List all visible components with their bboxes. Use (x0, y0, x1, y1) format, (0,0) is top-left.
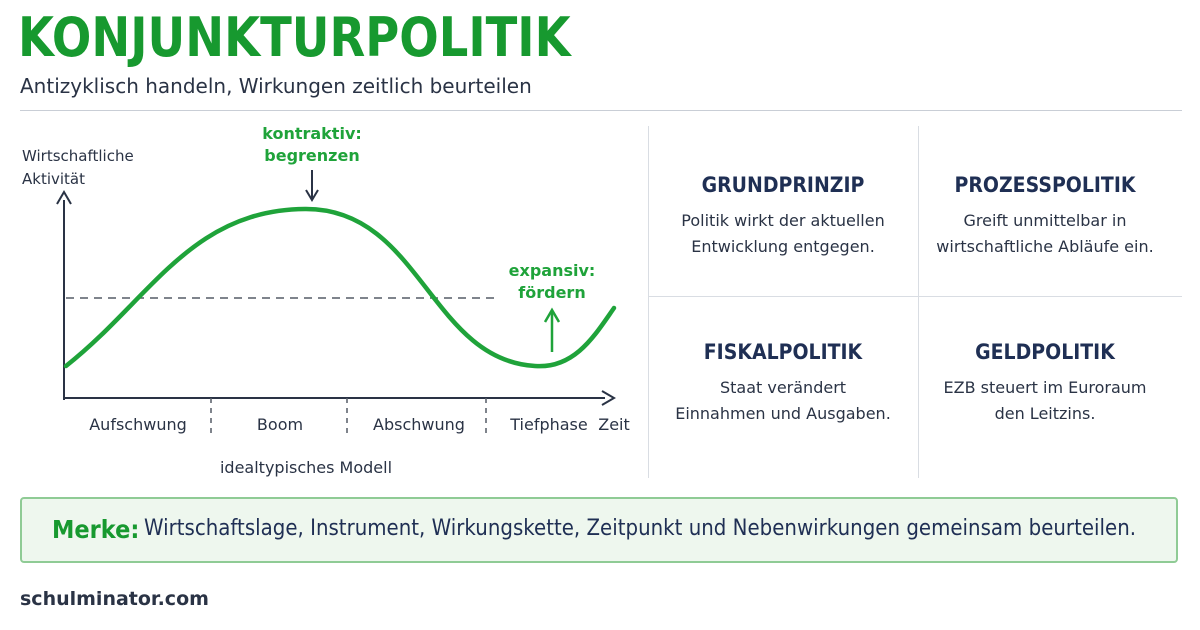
trough-arrowhead-icon (543, 307, 561, 323)
trough-annotation-line1: expansiv: (509, 261, 596, 280)
footer-site: schulminator.com (20, 588, 209, 610)
business-cycle-diagram: Wirtschaftliche Aktivität Aufschwung Boo… (22, 124, 630, 477)
card-text-line: Entwicklung entgegen. (691, 237, 875, 256)
card-text-line: Einnahmen und Ausgaben. (675, 404, 891, 423)
y-axis-label-line2: Aktivität (22, 170, 85, 188)
card-text: EZB steuert im Euroraum den Leitzins. (910, 375, 1180, 427)
x-axis-arrow-icon (601, 390, 616, 406)
merke-text: Wirtschaftslage, Instrument, Wirkungsket… (144, 516, 1137, 541)
page-subtitle: Antizyklisch handeln, Wirkungen zeitlich… (20, 74, 532, 98)
grid-divider-horizontal (648, 296, 1182, 297)
card-grundprinzip: GRUNDPRINZIP Politik wirkt der aktuellen… (648, 172, 918, 260)
merke-label: Merke: (52, 515, 140, 544)
card-text: Greift unmittelbar in wirtschaftliche Ab… (910, 208, 1180, 260)
card-title: GRUNDPRINZIP (701, 173, 865, 197)
card-text-line: Politik wirkt der aktuellen (681, 211, 885, 230)
card-text: Politik wirkt der aktuellen Entwicklung … (648, 208, 918, 260)
peak-arrowhead-icon (305, 189, 319, 202)
phase-label-abschwung: Abschwung (373, 415, 465, 434)
trough-annotation-line2: fördern (518, 283, 585, 302)
card-text-line: EZB steuert im Euroraum (943, 378, 1147, 397)
phase-label-boom: Boom (257, 415, 303, 434)
card-text-line: wirtschaftliche Abläufe ein. (936, 237, 1154, 256)
header-divider (20, 110, 1182, 111)
grid-divider-left (648, 126, 649, 478)
y-axis-label-line1: Wirtschaftliche (22, 147, 134, 165)
page-title: KONJUNKTURPOLITIK (18, 6, 571, 69)
y-axis-arrow-icon (56, 190, 72, 205)
card-geldpolitik: GELDPOLITIK EZB steuert im Euroraum den … (910, 339, 1180, 427)
phase-label-tiefphase: Tiefphase (509, 415, 587, 434)
model-caption: idealtypisches Modell (220, 458, 392, 477)
peak-annotation-line2: begrenzen (264, 146, 359, 165)
peak-annotation-line1: kontraktiv: (262, 124, 362, 143)
grid-divider-middle (918, 126, 919, 478)
card-text-line: Staat verändert (719, 378, 847, 397)
card-text: Staat verändert Einnahmen und Ausgaben. (648, 375, 918, 427)
x-axis-label: Zeit (598, 415, 630, 434)
card-title: PROZESSPOLITIK (954, 173, 1136, 197)
card-prozesspolitik: PROZESSPOLITIK Greift unmittelbar in wir… (910, 172, 1180, 260)
cycle-curve (63, 206, 617, 369)
card-text-line: den Leitzins. (994, 404, 1096, 423)
merke-box: Merke: Wirtschaftslage, Instrument, Wirk… (20, 497, 1178, 563)
phase-label-aufschwung: Aufschwung (89, 415, 187, 434)
card-fiskalpolitik: FISKALPOLITIK Staat verändert Einnahmen … (648, 339, 918, 427)
card-text-line: Greift unmittelbar in (963, 211, 1127, 230)
card-title: GELDPOLITIK (975, 340, 1115, 364)
card-title: FISKALPOLITIK (703, 340, 863, 364)
